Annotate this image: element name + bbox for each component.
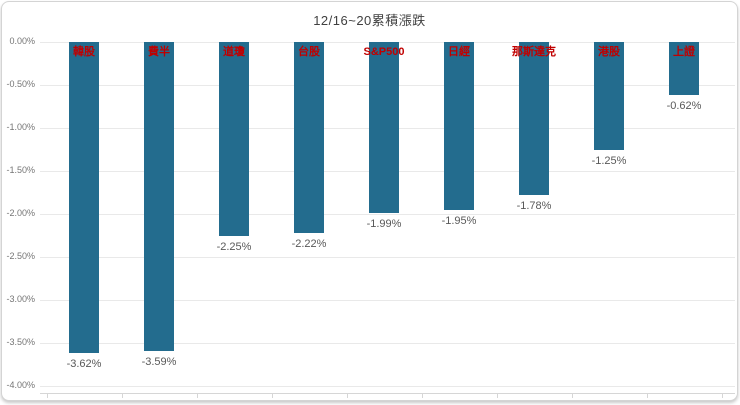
bar	[144, 42, 174, 351]
y-tick-label: -1.00%	[6, 122, 35, 132]
x-axis-tick	[121, 393, 123, 398]
value-label: -0.62%	[666, 100, 702, 112]
y-tick-label: -3.00%	[6, 294, 35, 304]
category-label: 港股	[598, 46, 620, 58]
gridline	[40, 214, 735, 215]
value-label: -1.25%	[591, 155, 627, 167]
category-label: 台股	[298, 46, 320, 58]
y-tick-label: -2.50%	[6, 251, 35, 261]
gridline	[40, 343, 735, 344]
value-label: -2.22%	[291, 238, 327, 250]
y-tick-label: -3.50%	[6, 337, 35, 347]
bar	[369, 42, 399, 213]
x-axis-tick	[496, 393, 498, 398]
category-label: 上證	[673, 46, 695, 58]
x-axis-tick	[421, 393, 423, 398]
y-tick-label: 0.00%	[9, 36, 35, 46]
category-label: 日經	[448, 46, 470, 58]
category-label: 道瓊	[223, 46, 245, 58]
x-axis-tick	[571, 393, 573, 398]
y-tick-label: -4.00%	[6, 380, 35, 390]
x-axis-tick	[46, 393, 48, 398]
bar	[519, 42, 549, 195]
value-label: -3.62%	[66, 358, 102, 370]
gridline	[40, 300, 735, 301]
category-label: 費半	[148, 46, 170, 58]
value-label: -1.95%	[441, 215, 477, 227]
value-label: -1.78%	[516, 200, 552, 212]
gridline	[40, 257, 735, 258]
bar	[294, 42, 324, 233]
x-axis-tick	[646, 393, 648, 398]
value-label: -1.99%	[366, 218, 402, 230]
x-axis-tick	[721, 393, 723, 398]
bar	[69, 42, 99, 353]
bar	[669, 42, 699, 95]
bar	[444, 42, 474, 210]
value-label: -3.59%	[141, 356, 177, 368]
y-tick-label: -1.50%	[6, 165, 35, 175]
bar	[594, 42, 624, 150]
value-label: -2.25%	[216, 241, 252, 253]
x-axis-line	[40, 393, 735, 394]
category-label: S&P500	[363, 46, 405, 58]
plot-area: 0.00% -0.50% -1.00% -1.50% -2.00% -2.50% -3.00…	[2, 2, 737, 400]
category-label: 韓股	[73, 46, 95, 58]
x-axis-tick	[346, 393, 348, 398]
category-label: 那斯達克	[512, 46, 556, 58]
x-axis-tick	[271, 393, 273, 398]
x-axis-tick	[196, 393, 198, 398]
y-tick-label: -0.50%	[6, 79, 35, 89]
y-tick-label: -2.00%	[6, 208, 35, 218]
gridline	[40, 386, 735, 387]
chart-title: 12/16~20累積漲跌	[313, 13, 426, 28]
bar	[219, 42, 249, 236]
